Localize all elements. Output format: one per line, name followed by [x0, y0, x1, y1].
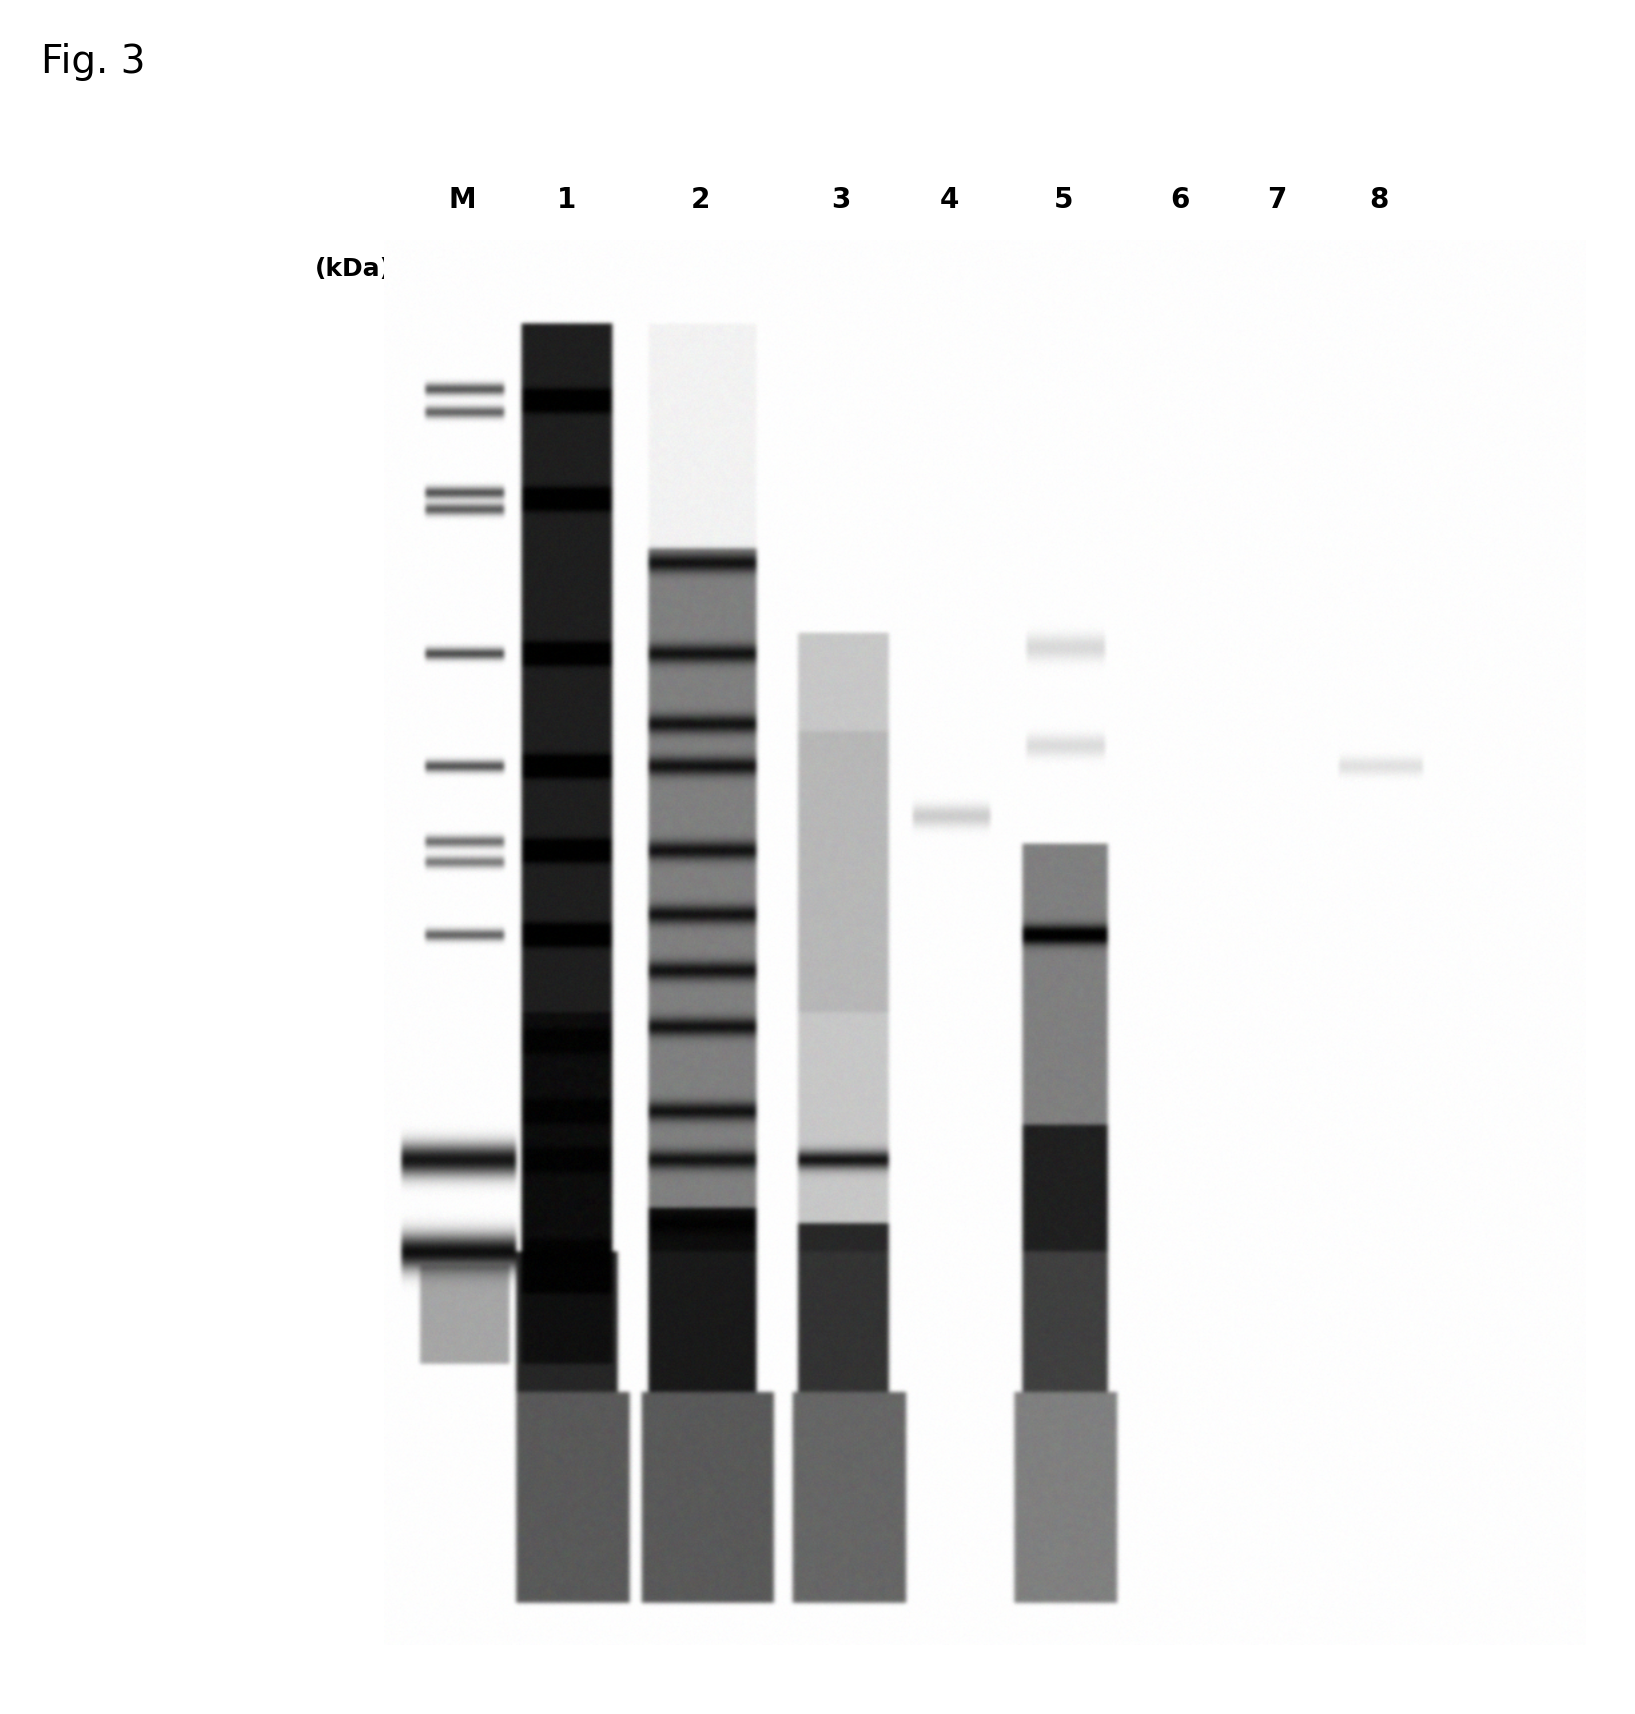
- Text: 30: 30: [399, 840, 435, 864]
- Text: 5: 5: [1053, 187, 1073, 214]
- Text: 15: 15: [399, 1148, 435, 1172]
- Text: M: M: [448, 187, 476, 214]
- Text: 4: 4: [940, 187, 958, 214]
- Text: 3: 3: [831, 187, 850, 214]
- Text: 1: 1: [558, 187, 577, 214]
- Text: 35: 35: [401, 754, 435, 780]
- Text: 8: 8: [1370, 187, 1390, 214]
- Text: 2: 2: [690, 187, 710, 214]
- Text: 7: 7: [1267, 187, 1287, 214]
- Text: 105: 105: [383, 389, 435, 413]
- Text: 50: 50: [399, 643, 435, 667]
- Text: 6: 6: [1171, 187, 1189, 214]
- Text: Fig. 3: Fig. 3: [41, 43, 146, 81]
- Text: 10: 10: [399, 1239, 435, 1263]
- Text: 75: 75: [401, 488, 435, 512]
- Text: (kDa): (kDa): [316, 257, 392, 281]
- Text: 25: 25: [401, 924, 435, 948]
